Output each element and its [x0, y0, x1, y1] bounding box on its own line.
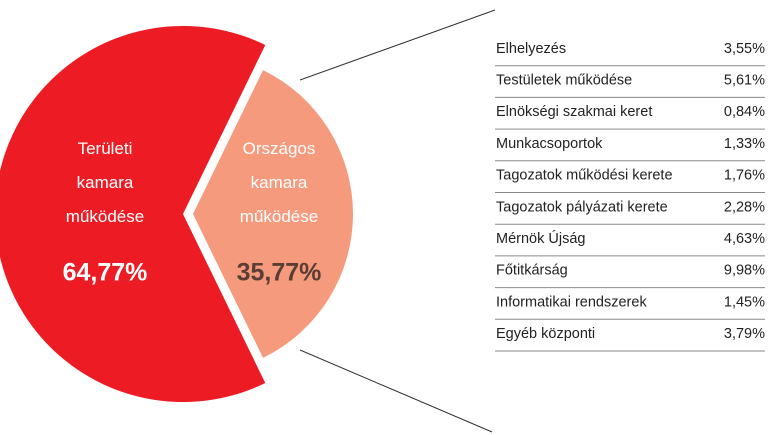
table-row: Elnökségi szakmai keret 0,84% [495, 104, 765, 130]
table-row: Főtitkárság 9,98% [495, 263, 765, 289]
row-label: Tagozatok működési kerete [496, 168, 673, 184]
table-row: Tagozatok működési kerete 1,76% [495, 168, 765, 193]
row-label: Mérnök Újság [496, 230, 585, 247]
table-row: Testületek működése 5,61% [495, 73, 765, 98]
connector-line [299, 349, 493, 433]
row-label: Egyéb központi [496, 326, 595, 342]
row-label: Munkacsoportok [496, 136, 603, 152]
pie-slice [193, 70, 354, 358]
row-value: 9,98% [724, 263, 765, 279]
row-label: Informatikai rendszerek [496, 294, 647, 310]
table-row: Tagozatok pályázati kerete 2,28% [495, 199, 765, 225]
row-label: Elnökségi szakmai keret [496, 104, 652, 120]
row-label: Főtitkárság [496, 263, 568, 279]
row-label: Testületek működése [496, 73, 632, 89]
row-value: 1,76% [724, 168, 765, 184]
row-value: 2,28% [724, 199, 765, 215]
pie-slice [0, 26, 266, 402]
slice-label: Országos kamara működése [240, 139, 318, 226]
row-value: 0,84% [724, 104, 765, 120]
row-value: 3,55% [724, 41, 765, 57]
table-row: Egyéb központi 3,79% [495, 326, 765, 352]
row-value: 5,61% [724, 73, 765, 89]
row-label: Elhelyezés [496, 41, 566, 57]
table-row: Elhelyezés 3,55% [495, 41, 765, 67]
table-row: Informatikai rendszerek 1,45% [495, 294, 765, 320]
slice-label: Területi kamara működése [66, 139, 144, 226]
connector-line [299, 9, 496, 81]
row-label: Tagozatok pályázati kerete [496, 199, 668, 215]
row-value: 3,79% [724, 326, 765, 342]
slice-value-label: 35,77% [237, 259, 322, 287]
table-row: Mérnök Újság 4,63% [495, 230, 765, 257]
row-value: 1,33% [724, 136, 765, 152]
slice-value-label: 64,77% [63, 259, 148, 287]
table-row: Munkacsoportok 1,33% [495, 136, 765, 162]
row-value: 4,63% [724, 231, 765, 247]
row-value: 1,45% [724, 294, 765, 310]
